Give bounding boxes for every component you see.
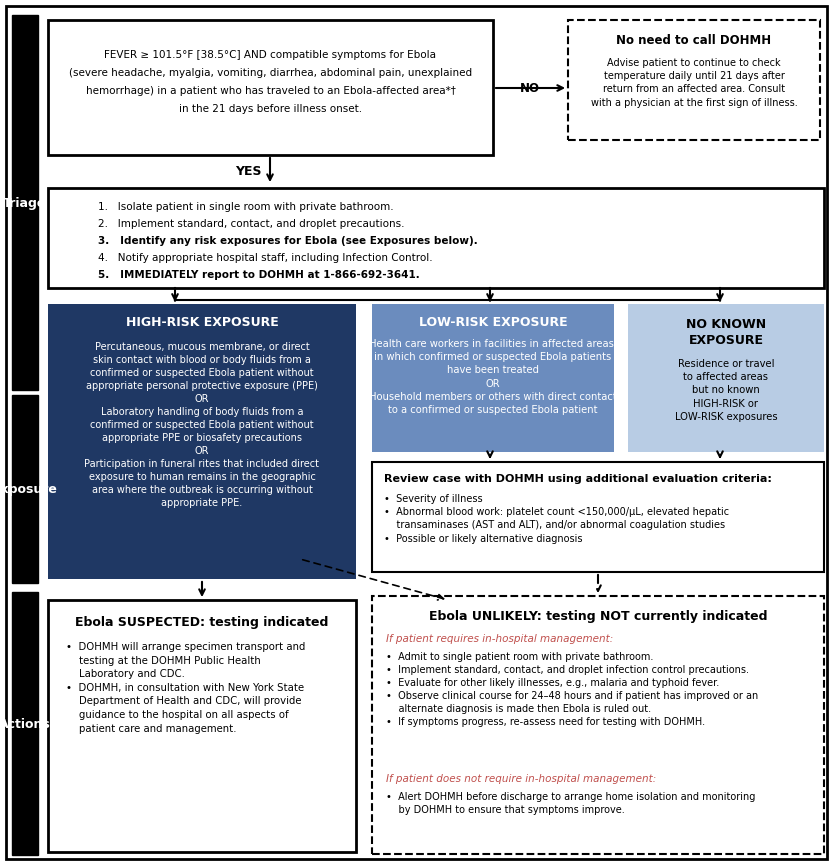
Text: •  Alert DOHMH before discharge to arrange home isolation and monitoring
    by : • Alert DOHMH before discharge to arrang… [386, 792, 756, 815]
Text: If patient requires in-hospital management:: If patient requires in-hospital manageme… [386, 634, 613, 644]
Text: Residence or travel
to affected areas
but no known
HIGH-RISK or
LOW-RISK exposur: Residence or travel to affected areas bu… [675, 359, 777, 422]
Text: 2.   Implement standard, contact, and droplet precautions.: 2. Implement standard, contact, and drop… [98, 219, 405, 229]
FancyBboxPatch shape [628, 304, 824, 452]
FancyBboxPatch shape [48, 600, 356, 852]
Text: 3.   Identify any risk exposures for Ebola (see Exposures below).: 3. Identify any risk exposures for Ebola… [98, 236, 478, 246]
Text: 4.   Notify appropriate hospital staff, including Infection Control.: 4. Notify appropriate hospital staff, in… [98, 253, 432, 263]
Text: NO KNOWN
EXPOSURE: NO KNOWN EXPOSURE [686, 318, 766, 348]
Text: Ebola SUSPECTED: testing indicated: Ebola SUSPECTED: testing indicated [75, 616, 329, 629]
Text: hemorrhage) in a patient who has traveled to an Ebola-affected area*†: hemorrhage) in a patient who has travele… [86, 86, 456, 96]
Text: (severe headache, myalgia, vomiting, diarrhea, abdominal pain, unexplained: (severe headache, myalgia, vomiting, dia… [69, 68, 472, 78]
Text: Triage: Triage [3, 196, 47, 209]
Text: HIGH-RISK EXPOSURE: HIGH-RISK EXPOSURE [126, 316, 278, 329]
Text: Health care workers in facilities in affected areas¹
in which confirmed or suspe: Health care workers in facilities in aff… [368, 339, 617, 415]
Text: FEVER ≥ 101.5°F [38.5°C] AND compatible symptoms for Ebola: FEVER ≥ 101.5°F [38.5°C] AND compatible … [104, 50, 436, 60]
FancyBboxPatch shape [568, 20, 820, 140]
Text: •  Severity of illness
•  Abnormal blood work: platelet count <150,000/μL, eleva: • Severity of illness • Abnormal blood w… [384, 494, 729, 543]
Text: Exposure: Exposure [0, 483, 57, 496]
Text: 5.   IMMEDIATELY report to DOHMH at 1-866-692-3641.: 5. IMMEDIATELY report to DOHMH at 1-866-… [98, 270, 420, 280]
Text: •  Admit to single patient room with private bathroom.
•  Implement standard, co: • Admit to single patient room with priv… [386, 652, 758, 727]
FancyBboxPatch shape [12, 592, 38, 855]
Text: If patient does not require in-hospital management:: If patient does not require in-hospital … [386, 774, 656, 784]
Text: Ebola UNLIKELY: testing NOT currently indicated: Ebola UNLIKELY: testing NOT currently in… [429, 610, 767, 623]
Text: •  DOHMH will arrange specimen transport and
    testing at the DOHMH Public Hea: • DOHMH will arrange specimen transport … [66, 642, 306, 734]
FancyBboxPatch shape [372, 596, 824, 854]
Text: Review case with DOHMH using additional evaluation criteria:: Review case with DOHMH using additional … [384, 474, 772, 484]
Text: Actions: Actions [0, 717, 51, 731]
FancyBboxPatch shape [48, 188, 824, 288]
FancyBboxPatch shape [48, 20, 493, 155]
FancyBboxPatch shape [6, 6, 827, 859]
Text: YES: YES [235, 165, 262, 178]
FancyBboxPatch shape [48, 304, 356, 579]
Text: LOW-RISK EXPOSURE: LOW-RISK EXPOSURE [419, 316, 567, 329]
Text: Percutaneous, mucous membrane, or direct
skin contact with blood or body fluids : Percutaneous, mucous membrane, or direct… [84, 342, 320, 509]
FancyBboxPatch shape [12, 15, 38, 390]
Text: No need to call DOHMH: No need to call DOHMH [616, 34, 771, 47]
FancyBboxPatch shape [372, 304, 614, 452]
Text: 1.   Isolate patient in single room with private bathroom.: 1. Isolate patient in single room with p… [98, 202, 394, 212]
FancyBboxPatch shape [12, 395, 38, 583]
FancyBboxPatch shape [372, 462, 824, 572]
Text: in the 21 days before illness onset.: in the 21 days before illness onset. [179, 104, 362, 114]
Text: NO: NO [520, 82, 540, 95]
Text: Advise patient to continue to check
temperature daily until 21 days after
return: Advise patient to continue to check temp… [591, 58, 797, 107]
